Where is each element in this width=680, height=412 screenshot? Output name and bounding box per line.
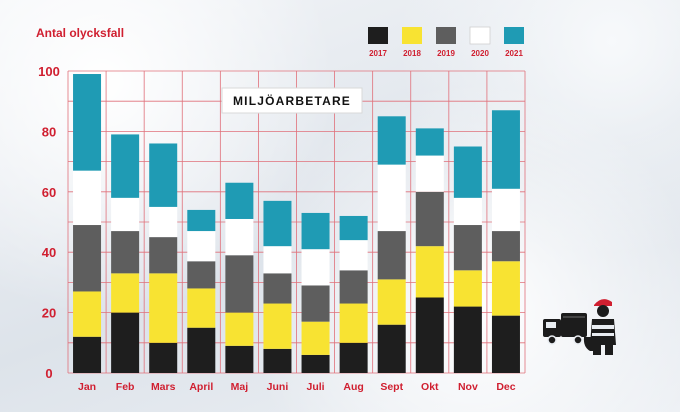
- bar-segment-mars-2021: [149, 143, 178, 207]
- bar-segment-april-2020: [187, 231, 216, 262]
- bar-segment-april-2021: [187, 209, 216, 232]
- bar-segment-maj-2018: [225, 312, 254, 346]
- bar-segment-nov-2019: [453, 225, 482, 271]
- bar-segment-april-2019: [187, 261, 216, 289]
- y-axis-ticks: 0 20 40 60 80 100: [38, 64, 60, 381]
- bar-segment-dec-2021: [491, 110, 520, 189]
- x-tick-label: Okt: [421, 381, 439, 393]
- bar-segment-mars-2018: [149, 273, 178, 343]
- y-tick-label: 100: [38, 64, 60, 79]
- bar-segment-jan-2021: [73, 74, 102, 171]
- bar-segment-juni-2019: [263, 273, 292, 304]
- legend-label-2020: 2020: [471, 49, 489, 58]
- bar-segment-juni-2021: [263, 200, 292, 247]
- bar-segment-aug-2020: [339, 240, 368, 271]
- bar-segment-aug-2019: [339, 270, 368, 304]
- bar-segment-okt-2018: [415, 246, 444, 298]
- bar-segment-maj-2021: [225, 182, 254, 219]
- x-tick-label: Sept: [380, 381, 403, 393]
- bar-segment-juli-2017: [301, 354, 330, 373]
- x-tick-label: Juni: [267, 381, 289, 393]
- chart-legend: 2017 2018 2019 2020 2021: [368, 26, 524, 58]
- bar-segment-okt-2017: [415, 297, 444, 373]
- bar-segment-aug-2021: [339, 215, 368, 241]
- bar-segment-feb-2017: [111, 312, 140, 373]
- chart-bars: [73, 74, 520, 373]
- legend-label-2019: 2019: [437, 49, 455, 58]
- bar-segment-feb-2020: [111, 197, 140, 232]
- legend-label-2018: 2018: [403, 49, 421, 58]
- y-tick-label: 80: [42, 124, 56, 139]
- bar-segment-okt-2020: [415, 155, 444, 192]
- x-tick-label: Juli: [306, 381, 324, 393]
- garbage-truck-icon: [543, 313, 587, 345]
- bar-segment-nov-2018: [453, 270, 482, 307]
- bar-segment-feb-2019: [111, 231, 140, 274]
- bar-segment-juli-2021: [301, 212, 330, 250]
- bar-segment-mars-2020: [149, 206, 178, 238]
- bar-segment-sept-2020: [377, 164, 406, 232]
- bar-segment-nov-2017: [453, 306, 482, 373]
- bar-segment-jan-2018: [73, 291, 102, 337]
- bar-segment-nov-2021: [453, 146, 482, 198]
- bar-segment-sept-2021: [377, 116, 406, 165]
- x-tick-label: Aug: [343, 381, 363, 393]
- bar-segment-jan-2019: [73, 225, 102, 292]
- bar-segment-juli-2019: [301, 285, 330, 322]
- bar-segment-feb-2018: [111, 273, 140, 313]
- legend-swatch-2017: [368, 27, 388, 44]
- chart-title: MILJÖARBETARE: [233, 93, 351, 108]
- bar-segment-nov-2020: [453, 197, 482, 226]
- bar-segment-mars-2019: [149, 237, 178, 274]
- legend-label-2021: 2021: [505, 49, 523, 58]
- y-tick-label: 20: [42, 306, 56, 321]
- y-tick-label: 60: [42, 185, 56, 200]
- bar-segment-aug-2017: [339, 342, 368, 373]
- x-axis-ticks: Jan Feb Mars April Maj Juni Juli Aug Sept Okt Nov D…: [78, 381, 516, 393]
- bar-segment-april-2018: [187, 288, 216, 328]
- legend-swatch-2021: [504, 27, 524, 44]
- x-tick-label: Maj: [231, 381, 249, 393]
- bar-segment-dec-2020: [491, 188, 520, 232]
- x-tick-label: Mars: [151, 381, 176, 393]
- bar-segment-sept-2019: [377, 231, 406, 280]
- bar-segment-feb-2021: [111, 134, 140, 198]
- bar-segment-dec-2018: [491, 261, 520, 316]
- bar-segment-mars-2017: [149, 342, 178, 373]
- y-tick-label: 0: [45, 366, 52, 381]
- bar-segment-juli-2020: [301, 249, 330, 286]
- bar-segment-jan-2017: [73, 336, 102, 373]
- bar-segment-dec-2017: [491, 315, 520, 373]
- bar-segment-juni-2018: [263, 303, 292, 349]
- bar-segment-juli-2018: [301, 321, 330, 355]
- x-tick-label: Dec: [496, 381, 515, 393]
- sanitation-worker-icon: [583, 299, 616, 355]
- bar-segment-sept-2017: [377, 324, 406, 373]
- bar-segment-okt-2021: [415, 128, 444, 156]
- y-tick-label: 40: [42, 245, 56, 260]
- bar-segment-juni-2020: [263, 246, 292, 274]
- bar-segment-juni-2017: [263, 348, 292, 373]
- x-tick-label: Nov: [458, 381, 478, 393]
- x-tick-label: Feb: [116, 381, 135, 393]
- chart-title-box: MILJÖARBETARE: [221, 87, 363, 114]
- legend-swatch-2020: [469, 26, 491, 45]
- bar-segment-jan-2020: [73, 170, 102, 226]
- y-axis-label: Antal olycksfall: [36, 26, 124, 40]
- bar-segment-maj-2019: [225, 255, 254, 313]
- x-tick-label: Jan: [78, 381, 96, 393]
- bar-segment-aug-2018: [339, 303, 368, 343]
- legend-label-2017: 2017: [369, 49, 387, 58]
- bar-segment-dec-2019: [491, 231, 520, 262]
- legend-swatch-2019: [436, 27, 456, 44]
- bar-segment-sept-2018: [377, 279, 406, 325]
- bar-segment-april-2017: [187, 327, 216, 373]
- bar-segment-maj-2020: [225, 218, 254, 256]
- x-tick-label: April: [189, 381, 213, 393]
- legend-swatch-2018: [402, 27, 422, 44]
- bar-segment-maj-2017: [225, 345, 254, 373]
- bar-segment-okt-2019: [415, 191, 444, 247]
- chart-title-background: [221, 87, 363, 114]
